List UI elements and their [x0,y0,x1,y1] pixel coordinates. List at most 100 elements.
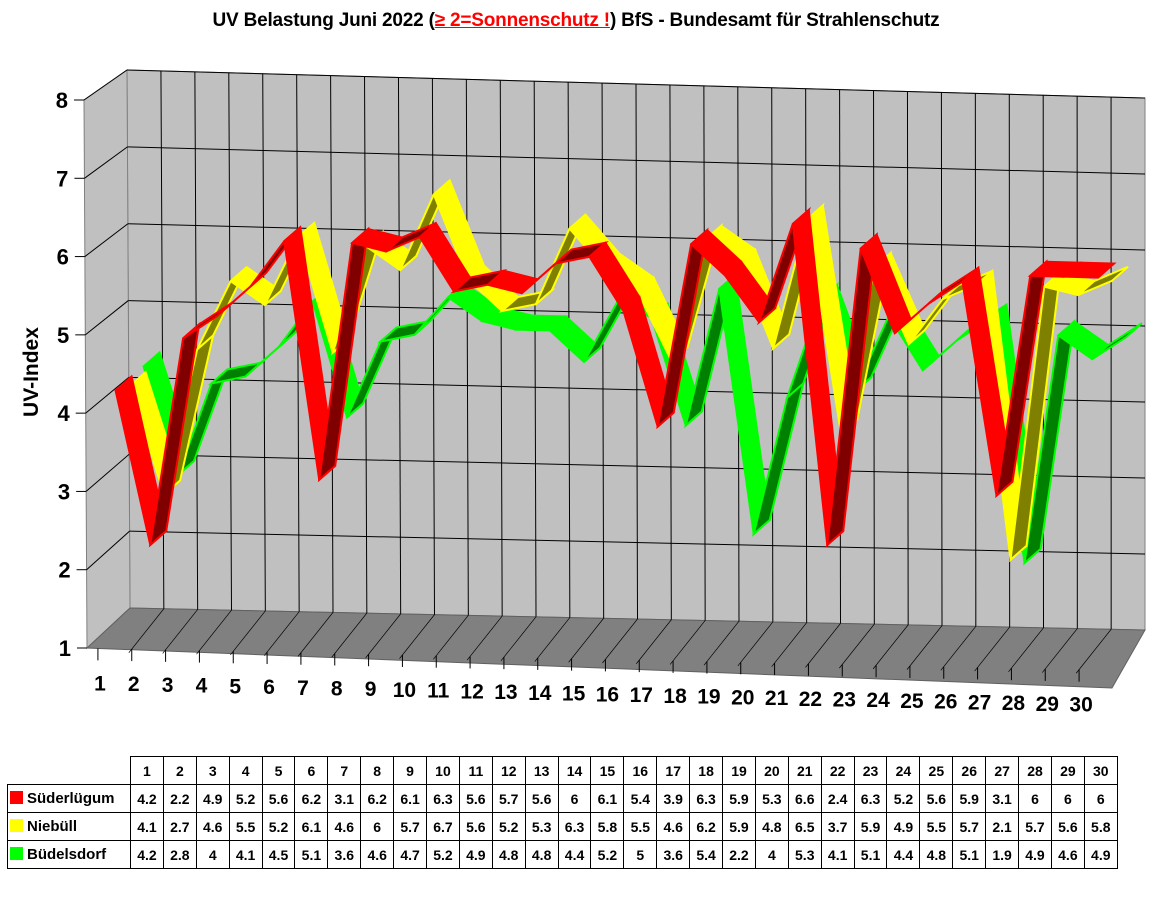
table-cell: 4.6 [360,840,395,869]
floor-line [1075,629,1112,674]
table-cell: 3.1 [327,784,362,813]
floor-line [872,624,909,670]
column-header: 5 [261,756,296,785]
floor-line [500,616,537,662]
x-tick-label: 3 [162,674,174,697]
sunscreen-warning-link[interactable]: ≥ 2=Sonnenschutz ! [434,10,610,31]
table-cell: 3.6 [327,840,362,869]
y-axis-label: UV-Index [20,327,43,417]
table-cell: 5.6 [458,784,493,813]
column-header: 7 [327,756,362,785]
table-cell: 5.8 [590,812,625,841]
gridline-side [86,530,130,571]
x-tick-label: 1 [94,672,106,695]
floor-line [162,609,198,654]
floor-line [737,621,774,667]
table-cell: 5.6 [458,812,493,841]
column-header: 8 [360,756,395,785]
table-cell: 1.9 [985,840,1020,869]
column-header: 23 [853,756,888,785]
table-cell: 2.2 [162,784,197,813]
table-cell: 4.2 [130,840,164,869]
column-header: 18 [689,756,724,785]
gridline-side [84,146,128,179]
table-cell: 6 [1018,784,1052,813]
chart-title: UV Belastung Juni 2022 (≥ 2=Sonnenschutz… [0,10,1152,32]
floor-line [1042,628,1078,673]
gridline-v [906,91,909,625]
table-corner [7,756,131,785]
gridline-side [84,300,129,336]
table-cell: 4.1 [130,812,164,841]
table-cell: 6 [557,784,592,813]
table-cell: 5.9 [722,812,756,841]
table-cell: 4.9 [458,840,493,869]
table-cell: 4.5 [261,840,296,869]
floor-line [771,622,807,667]
series-ribbon-segment [1061,261,1117,279]
table-cell: 6.7 [426,812,460,841]
legend-label: Niebüll [27,818,78,835]
x-tick-label: 2 [128,673,140,696]
table-cell: 5.1 [294,840,329,869]
legend-label: Süderlügum [27,790,115,807]
x-tick-label: 25 [900,690,924,713]
column-header: 9 [393,756,428,785]
floor-line [974,626,1010,672]
gridline-v [364,76,368,614]
floor-line [534,617,571,662]
x-tick-label: 22 [799,688,822,711]
floor-line [669,620,706,665]
x-tick-label: 20 [731,686,754,709]
column-header: 19 [722,756,756,785]
table-cell: 5.5 [228,812,263,841]
column-header: 29 [1050,756,1085,785]
table-cell: 4.8 [919,840,954,869]
y-tick-label: 6 [57,245,69,270]
legend-swatch-icon [10,791,23,804]
table-cell: 4.9 [195,784,230,813]
column-header: 6 [294,756,329,785]
floor-line [1008,627,1044,673]
column-header: 17 [656,756,691,785]
x-tick-label: 10 [393,679,416,702]
y-tick-label: 2 [58,558,70,583]
y-tick-label: 8 [56,88,68,113]
x-tick-label: 15 [562,683,586,706]
gridline-v [499,80,503,617]
table-cell: 6.2 [360,784,395,813]
legend-swatch-icon [10,847,23,860]
table-cell: 5.6 [919,784,954,813]
table-header-row: 1 2 3 4 5 6 7 8 9 10 11 12 13 14 15 16 17 18 19 20 21 22 23 24 2… [7,756,1118,785]
x-tick-label: 27 [968,691,991,714]
x-tick-label: 8 [331,678,343,701]
gridline-v [533,81,537,617]
floor-line [230,610,266,656]
column-header: 20 [754,756,789,785]
table-cell: 5.2 [261,812,296,841]
y-tick-label: 3 [58,479,70,504]
table-cell: 5.7 [1018,812,1052,841]
floor-line [196,609,232,655]
table-cell: 6.3 [426,784,460,813]
x-tick-label: 29 [1036,693,1059,716]
y-tick-label: 7 [56,166,68,191]
floor-line [466,615,503,661]
column-header: 26 [952,756,987,785]
table-row: Büdelsdorf 4.2 2.8 4 4.1 4.5 5.1 3.6 4.6 4.7 5.2 4.… [7,840,1118,869]
column-header: 21 [787,756,822,785]
y-tick-label: 5 [57,323,69,348]
table-cell: 4.7 [393,840,428,869]
table-cell: 5.6 [524,784,559,813]
table-cell: 6.1 [294,812,329,841]
gridline-v [567,82,571,618]
table-cell: 4.4 [886,840,921,869]
title-suffix: ) BfS - Bundesamt für Strahlenschutz [609,10,940,31]
table-cell: 6.6 [787,784,822,813]
table-cell: 2.7 [162,812,197,841]
column-header: 22 [820,756,855,785]
table-cell: 6.2 [689,812,724,841]
series-ribbon-segment [1091,322,1143,360]
table-cell: 4.2 [130,784,164,813]
table-cell: 5.9 [722,784,756,813]
